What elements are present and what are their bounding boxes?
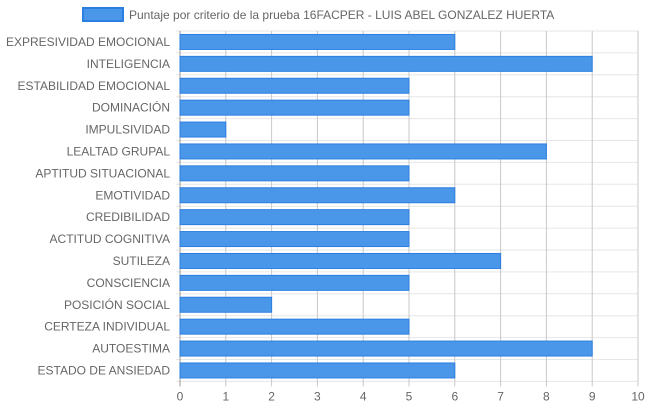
x-tick-label: 8: [543, 389, 550, 403]
bars: [179, 33, 593, 379]
x-tick-label: 0: [177, 389, 184, 403]
bar[interactable]: [179, 143, 547, 160]
category-label: CERTEZA INDIVIDUAL: [44, 320, 170, 334]
bar[interactable]: [179, 165, 410, 182]
category-label: IMPULSIVIDAD: [85, 123, 170, 137]
x-tick-label: 10: [631, 389, 645, 403]
x-tick-label: 4: [360, 389, 367, 403]
bar[interactable]: [179, 121, 227, 138]
bar[interactable]: [179, 340, 593, 357]
bar[interactable]: [179, 55, 593, 72]
category-label: APTITUD SITUACIONAL: [35, 166, 170, 180]
category-label: SUTILEZA: [113, 254, 170, 268]
category-label: CREDIBILIDAD: [86, 210, 170, 224]
legend[interactable]: Puntaje por criterio de la prueba 16FACP…: [82, 7, 554, 22]
category-label: EMOTIVIDAD: [95, 188, 170, 202]
category-label: ACTITUD COGNITIVA: [50, 232, 170, 246]
category-label: AUTOESTIMA: [92, 342, 170, 356]
category-labels: EXPRESIVIDAD EMOCIONAL INTELIGENCIA ESTABI…: [6, 35, 170, 378]
category-label: ESTABILIDAD EMOCIONAL: [18, 79, 171, 93]
bar[interactable]: [179, 252, 502, 269]
bar[interactable]: [179, 274, 410, 291]
x-tick-label: 9: [589, 389, 596, 403]
bar[interactable]: [179, 77, 410, 94]
x-tick-label: 6: [451, 389, 458, 403]
category-label: POSICIÓN SOCIAL: [64, 297, 170, 312]
bar[interactable]: [179, 99, 410, 116]
category-label: EXPRESIVIDAD EMOCIONAL: [6, 35, 170, 49]
bar[interactable]: [179, 318, 410, 335]
x-tick-labels: 0 1 2 3 4 5 6 7 8 9 10: [177, 389, 645, 403]
category-label: CONSCIENCIA: [87, 276, 170, 290]
category-label: ESTADO DE ANSIEDAD: [38, 363, 171, 377]
legend-label: Puntaje por criterio de la prueba 16FACP…: [129, 8, 554, 22]
bar[interactable]: [179, 362, 456, 379]
x-tick-label: 1: [222, 389, 229, 403]
x-tick-label: 3: [314, 389, 321, 403]
bar[interactable]: [179, 296, 273, 313]
x-tick-label: 2: [268, 389, 275, 403]
category-label: LEALTAD GRUPAL: [67, 144, 171, 158]
legend-swatch: [82, 7, 124, 22]
bar[interactable]: [179, 187, 456, 204]
bar[interactable]: [179, 33, 456, 50]
bar[interactable]: [179, 209, 410, 226]
category-label: DOMINACIÓN: [92, 100, 170, 115]
x-tick-label: 5: [406, 389, 413, 403]
bar[interactable]: [179, 231, 410, 248]
x-tick-label: 7: [497, 389, 504, 403]
category-label: INTELIGENCIA: [87, 57, 170, 71]
